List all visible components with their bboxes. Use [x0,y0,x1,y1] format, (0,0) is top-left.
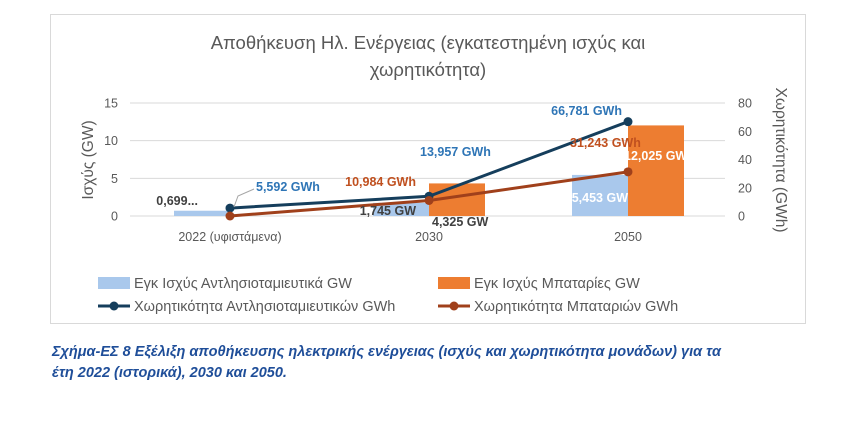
y-right-tick-label: 60 [738,125,752,139]
legend-marker [449,301,459,311]
x-tick-label: 2030 [415,230,443,244]
legend-marker [109,301,119,311]
bar-pumped-storage [572,174,628,216]
chart-title-line-1: Αποθήκευση Ηλ. Ενέργειας (εγκατεστημένη … [211,32,646,53]
bar-pumped-storage [373,202,429,216]
y-right-tick-label: 80 [738,97,752,111]
line-data-label: 66,781 GWh [551,104,622,118]
line-data-label: 10,984 GWh [345,175,416,189]
line-marker-battery [424,195,434,205]
caption-line-1: Σχήμα-ΕΣ 8 Εξέλιξη αποθήκευσης ηλεκτρική… [52,344,722,360]
bar-battery [628,125,684,216]
y-left-axis-title: Ισχύς (GW) [80,120,97,199]
legend-label: Χωρητικότητα Μπαταριών GWh [474,299,678,315]
line-data-label: 13,957 GWh [420,145,491,159]
y-left-tick-label: 5 [111,172,118,186]
bar-pumped-storage [174,210,230,216]
bar-data-label: 5,453 GW [572,191,628,205]
bar-data-label: 4,325 GW [432,215,488,229]
legend-label: Εγκ Ισχύς Αντλησιοταμιευτικά GW [134,276,352,292]
y-left-tick-label: 0 [111,210,118,224]
legend-label: Εγκ Ισχύς Μπαταρίες GW [474,276,640,292]
x-tick-label: 2022 (υφιστάμενα) [178,230,281,244]
bar-data-label: 1,745 GW [360,204,416,218]
bar-data-label: 12,025 GW [624,149,687,163]
y-right-tick-label: 0 [738,210,745,224]
x-tick-label: 2050 [614,230,642,244]
y-right-tick-label: 40 [738,153,752,167]
chart-title-line-2: χωρητικότητα) [370,59,486,80]
data-label-leader-line [233,188,255,208]
y-right-tick-label: 20 [738,181,752,195]
line-marker-battery [623,167,633,177]
caption-line-2: έτη 2022 (ιστορικά), 2030 και 2050. [52,365,287,381]
legend-swatch [98,277,130,289]
line-marker-pumped-storage [623,117,633,127]
line-data-label: 5,592 GWh [256,180,320,194]
figure-caption: Σχήμα-ΕΣ 8 Εξέλιξη αποθήκευσης ηλεκτρική… [52,342,832,384]
bar-data-label: 0,699... [156,194,198,208]
line-marker-battery [225,211,235,221]
legend-swatch [438,277,470,289]
y-left-tick-label: 15 [104,97,118,111]
y-right-axis-title: Χωρητικότητα (GWh) [772,88,789,233]
line-data-label: 31,243 GWh [570,136,641,150]
legend-label: Χωρητικότητα Αντλησιοταμιευτικών GWh [134,299,395,315]
y-left-tick-label: 10 [104,134,118,148]
line-marker-pumped-storage [225,203,235,213]
